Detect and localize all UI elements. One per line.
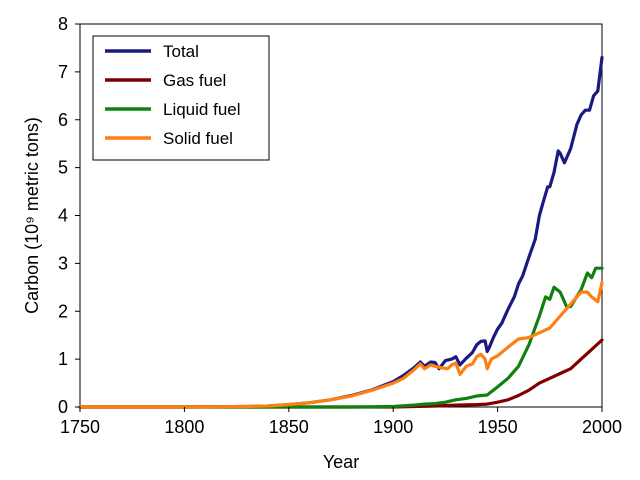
x-axis-ticks: 1750 1800 1850 1900 1950 2000 [60, 407, 622, 437]
series-line-solid-fuel [78, 280, 604, 409]
legend-label: Total [163, 42, 199, 61]
x-tick-label: 1900 [373, 417, 413, 437]
y-tick-label: 2 [58, 301, 68, 321]
x-tick-label: 1850 [269, 417, 309, 437]
y-axis-title: Carbon (10⁹ metric tons) [22, 117, 42, 314]
y-tick-label: 6 [58, 110, 68, 130]
legend-label: Solid fuel [163, 129, 233, 148]
legend-label: Liquid fuel [163, 100, 241, 119]
y-tick-label: 7 [58, 62, 68, 82]
x-axis-title: Year [323, 452, 359, 472]
y-tick-label: 8 [58, 14, 68, 34]
series-line-gas-fuel [78, 338, 604, 409]
y-tick-label: 0 [58, 397, 68, 417]
y-tick-label: 1 [58, 349, 68, 369]
x-tick-label: 1750 [60, 417, 100, 437]
x-tick-label: 1950 [478, 417, 518, 437]
x-tick-label: 2000 [582, 417, 622, 437]
series-layer [78, 55, 604, 409]
y-tick-label: 3 [58, 253, 68, 273]
x-tick-label: 1800 [164, 417, 204, 437]
legend-label: Gas fuel [163, 71, 226, 90]
y-tick-label: 4 [58, 206, 68, 226]
y-tick-label: 5 [58, 158, 68, 178]
y-axis-ticks: 0 1 2 3 4 5 6 7 8 [58, 14, 80, 417]
legend: Total Gas fuel Liquid fuel Solid fuel [92, 35, 270, 161]
